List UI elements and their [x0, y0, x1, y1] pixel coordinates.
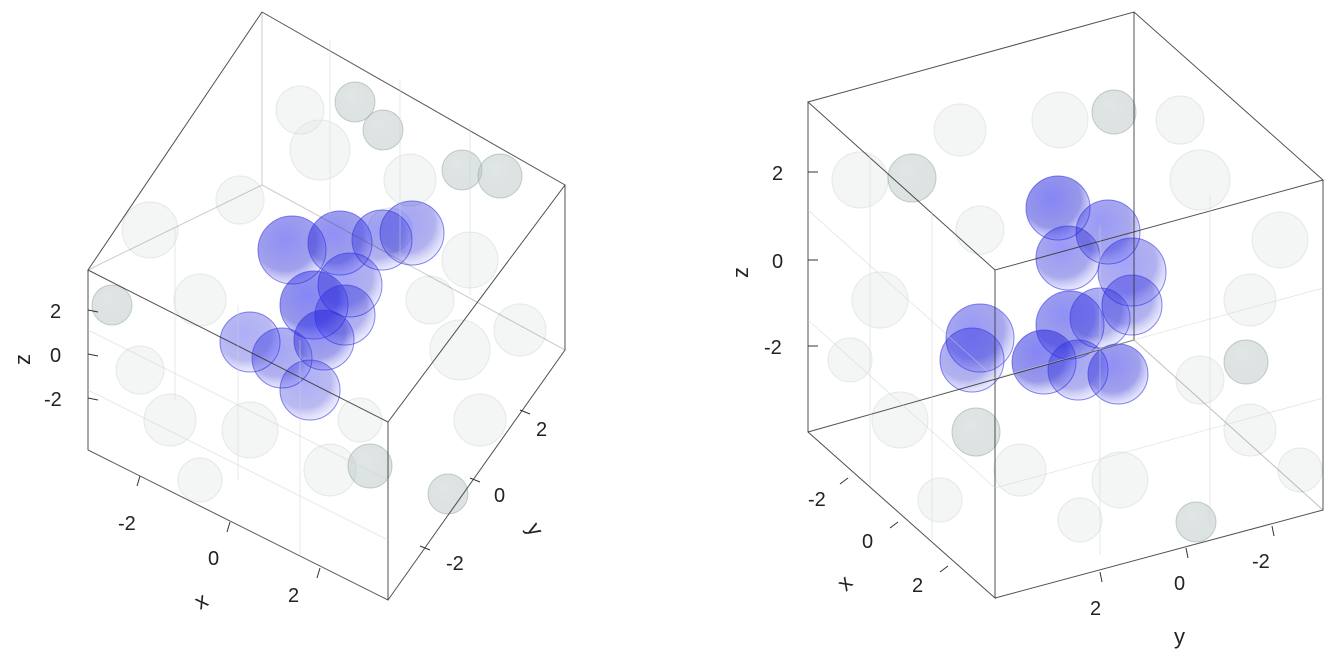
grey-sphere: [362, 109, 404, 151]
background-spheres-right: [827, 91, 1323, 543]
grey-sphere: [334, 81, 376, 123]
y-axis-left: 2 0 -2 y: [419, 409, 549, 575]
z-axis-label: z: [728, 267, 753, 278]
grey-sphere: [951, 407, 1001, 457]
y-tick-label: -2: [1252, 551, 1270, 573]
x-tick-label: -2: [118, 513, 136, 535]
x-tick-label: 0: [208, 548, 219, 570]
box-edges-left: [87, 11, 566, 601]
x-axis-label: x: [190, 587, 212, 614]
x-tick-label: 2: [912, 575, 923, 597]
y-axis-label: y: [1174, 624, 1185, 649]
grey-sphere: [1175, 501, 1217, 543]
z-axis-left: 2 0 -2 z: [10, 301, 99, 411]
x-axis-label: x: [832, 570, 857, 595]
grey-sphere: [427, 473, 469, 515]
y-tick-label: -2: [446, 553, 464, 575]
grey-sphere: [91, 284, 133, 326]
z-tick-label: 0: [50, 345, 61, 367]
blue-cluster-right: [939, 175, 1167, 405]
x-tick-label: -2: [808, 489, 826, 511]
background-spheres-left: [115, 85, 547, 503]
y-tick-label: 2: [1090, 598, 1101, 620]
z-axis-label: z: [10, 354, 35, 365]
panel-left: 2 0 -2 z -2 0 2 x 2 0 -2 y: [10, 11, 566, 614]
z-tick-label: -2: [764, 337, 782, 359]
x-tick-label: 0: [862, 531, 873, 553]
x-axis-left: -2 0 2 x: [118, 475, 321, 614]
grey-sphere: [1223, 339, 1269, 385]
x-tick-label: 2: [288, 585, 299, 607]
grey-sphere: [441, 149, 483, 191]
y-tick-label: 0: [494, 485, 505, 507]
panel-right: 2 0 -2 z -2 0 2 x 2 0 -2 y: [728, 11, 1325, 649]
grey-sphere: [477, 153, 523, 199]
y-axis-right: 2 0 -2 y: [1090, 525, 1275, 649]
grey-sphere: [347, 443, 393, 489]
grey-spheres-left: [91, 81, 523, 515]
grey-sphere: [1091, 89, 1137, 135]
z-axis-right: 2 0 -2 z: [728, 163, 818, 359]
y-tick-label: 2: [536, 419, 547, 441]
z-tick-label: 0: [772, 251, 783, 273]
y-tick-label: 0: [1174, 573, 1185, 595]
z-tick-label: 2: [50, 301, 61, 323]
grid-right: [807, 155, 1324, 555]
grey-spheres-right: [887, 89, 1269, 543]
z-tick-label: 2: [772, 163, 783, 185]
grid-left: [87, 40, 471, 555]
z-tick-label: -2: [44, 389, 62, 411]
blue-cluster-left: [219, 200, 445, 421]
grey-sphere: [887, 153, 937, 203]
y-axis-label: y: [522, 518, 549, 540]
